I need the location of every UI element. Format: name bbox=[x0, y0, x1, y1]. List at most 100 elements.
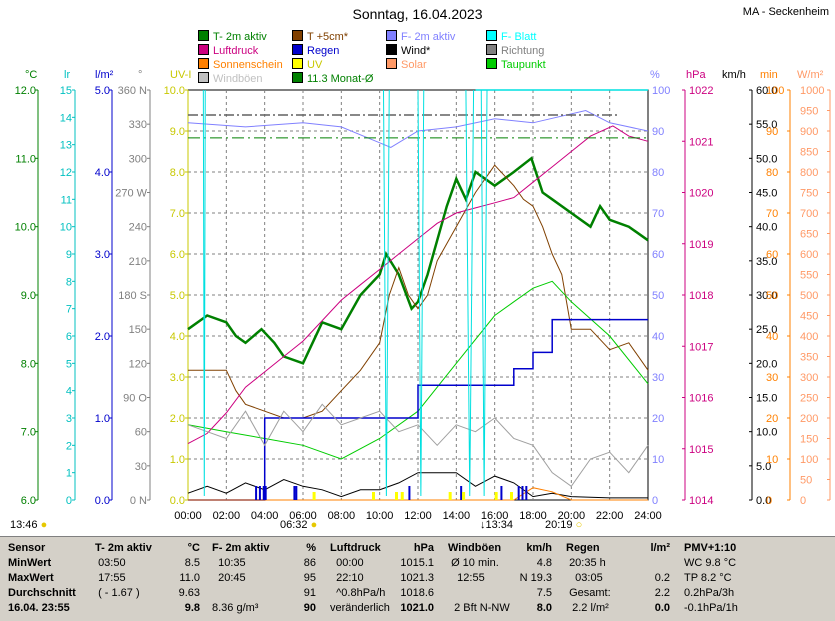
axis-unit-label: ° bbox=[138, 69, 142, 81]
legend-swatch bbox=[486, 44, 497, 55]
series-f-2m-aktiv bbox=[187, 109, 649, 148]
axis-unit-label: % bbox=[650, 69, 660, 81]
wind-axis-tick-label: 60.0 bbox=[756, 85, 777, 97]
x-tick-label: 10:00 bbox=[366, 510, 394, 522]
rain-axis-tick-label: 4.0 bbox=[95, 167, 110, 179]
uv-bar bbox=[510, 492, 513, 500]
x-tick-label: 20:00 bbox=[558, 510, 586, 522]
rain-bar bbox=[258, 486, 261, 500]
pressure-axis-tick-label: 1015 bbox=[689, 444, 713, 456]
sunshine-axis-tick-label: 40 bbox=[766, 331, 778, 343]
humidity-axis-tick-label: 50 bbox=[652, 290, 664, 302]
legend-item: Solar bbox=[386, 58, 427, 71]
solar-axis-tick-label: 550 bbox=[800, 270, 818, 282]
legend-item: 11.3 Monat-Ø bbox=[292, 72, 373, 85]
legend-label: UV bbox=[307, 59, 323, 71]
x-tick-label: 14:00 bbox=[443, 510, 471, 522]
uv-bar bbox=[312, 492, 316, 500]
rain-axis-tick-label: 3.0 bbox=[95, 249, 110, 261]
direction-axis-tick-label: 360 N bbox=[118, 85, 147, 97]
uv-axis-tick-label: 2.0 bbox=[170, 413, 185, 425]
solar-axis-tick-label: 50 bbox=[800, 475, 812, 487]
legend-label: T- 2m aktiv bbox=[213, 31, 267, 43]
lr-axis-tick-label: 10 bbox=[60, 222, 72, 234]
legend-label: T +5cm* bbox=[307, 31, 349, 43]
temp-axis-tick-label: 9.0 bbox=[21, 290, 36, 302]
pressure-axis-tick-label: 1018 bbox=[689, 290, 713, 302]
series-sonnenschein bbox=[188, 487, 648, 501]
wind-axis-tick-label: 40.0 bbox=[756, 222, 777, 234]
leaf-wetness-spike bbox=[383, 89, 390, 497]
rain-bar bbox=[255, 486, 258, 500]
humidity-axis-tick-label: 30 bbox=[652, 372, 664, 384]
solar-axis-tick-label: 1000 bbox=[800, 85, 824, 97]
wind-axis-tick-label: 45.0 bbox=[756, 188, 777, 200]
uv-axis-tick-label: 5.0 bbox=[170, 290, 185, 302]
direction-axis-tick-label: 30 bbox=[135, 461, 147, 473]
solar-axis-tick-label: 850 bbox=[800, 147, 818, 159]
x-tick-label: 18:00 bbox=[519, 510, 547, 522]
rain-bar bbox=[293, 486, 296, 500]
lr-axis-tick-label: 14 bbox=[60, 112, 72, 124]
lr-axis-tick-label: 3 bbox=[66, 413, 72, 425]
x-tick-label: 08:00 bbox=[328, 510, 356, 522]
axis-unit-label: UV-I bbox=[170, 69, 191, 81]
legend-item: Luftdruck bbox=[198, 44, 258, 57]
solar-noon-label: ↓13:34 bbox=[480, 519, 514, 531]
lr-axis-tick-label: 5 bbox=[66, 358, 72, 370]
direction-axis-tick-label: 120 bbox=[129, 358, 147, 370]
solar-axis-tick-label: 100 bbox=[800, 454, 818, 466]
rain-axis-tick-label: 2.0 bbox=[95, 331, 110, 343]
wind-axis-tick-label: 5.0 bbox=[756, 461, 771, 473]
uv-bar bbox=[494, 492, 498, 500]
humidity-axis-tick-label: 40 bbox=[652, 331, 664, 343]
humidity-axis-tick-label: 70 bbox=[652, 208, 664, 220]
leaf-wetness-spike bbox=[202, 89, 206, 497]
direction-axis-tick-label: 150 bbox=[129, 324, 147, 336]
lr-axis-tick-label: 2 bbox=[66, 440, 72, 452]
legend-item: Regen bbox=[292, 44, 339, 57]
solar-axis-tick-label: 200 bbox=[800, 413, 818, 425]
legend-swatch bbox=[198, 30, 209, 41]
pmv-column: PMV+1:10 WC 9.8 °C TP 8.2 °C 0.2hPa/3h -… bbox=[684, 542, 738, 614]
sunshine-axis-tick-label: 60 bbox=[766, 249, 778, 261]
wind-axis-tick-label: 50.0 bbox=[756, 153, 777, 165]
temp-axis-tick-label: 11.0 bbox=[15, 153, 36, 165]
uv-axis-tick-label: 9.0 bbox=[170, 126, 185, 138]
sunshine-axis-tick-label: 90 bbox=[766, 126, 778, 138]
legend-item: Sonnenschein bbox=[198, 58, 283, 71]
x-tick-label: 24:00 bbox=[634, 510, 662, 522]
direction-axis-tick-label: 180 S bbox=[118, 290, 147, 302]
wind-axis-tick-label: 30.0 bbox=[756, 290, 777, 302]
sunrise-label: 06:32 ● bbox=[280, 519, 318, 531]
chart-title: Sonntag, 16.04.2023 bbox=[352, 6, 483, 22]
sunshine-axis-tick-label: 50 bbox=[766, 290, 778, 302]
series-taupunkt bbox=[187, 280, 649, 460]
sunshine-axis-tick-label: 30 bbox=[766, 372, 778, 384]
rain-bar bbox=[408, 486, 411, 500]
legend-label: F- 2m aktiv bbox=[401, 31, 456, 43]
sunshine-axis-tick-label: 0 bbox=[766, 495, 772, 507]
rain-bar bbox=[460, 486, 463, 500]
pressure-axis-tick-label: 1016 bbox=[689, 393, 713, 405]
humidity-column: F- 2m aktiv% 10:35 86 20:45 95 91 8.36 g/m… bbox=[212, 542, 316, 614]
pressure-axis-tick-label: 1020 bbox=[689, 188, 713, 200]
legend-item: Richtung bbox=[486, 44, 544, 57]
axis-unit-label: min bbox=[760, 69, 778, 81]
lr-axis-tick-label: 0 bbox=[66, 495, 72, 507]
uv-axis-tick-label: 10.0 bbox=[164, 85, 185, 97]
lr-axis-tick-label: 13 bbox=[60, 140, 72, 152]
x-tick-label: 02:00 bbox=[213, 510, 241, 522]
lr-axis-tick-label: 6 bbox=[66, 331, 72, 343]
wind-axis-tick-label: 35.0 bbox=[756, 256, 777, 268]
rain-bar bbox=[521, 486, 524, 500]
pressure-axis-tick-label: 1014 bbox=[689, 495, 713, 507]
legend-label: Windböen bbox=[213, 73, 263, 85]
legend-label: Wind* bbox=[401, 45, 431, 57]
direction-axis-tick-label: 210 bbox=[129, 256, 147, 268]
sunshine-axis-tick-label: 100 bbox=[766, 85, 784, 97]
sunset-label: 20:19 ○ bbox=[545, 519, 583, 531]
uv-bar bbox=[462, 492, 466, 500]
leaf-wetness-spike bbox=[417, 89, 425, 497]
rain-column: Regen l/m² 20:35 h 03:05 0.2 Gesamt: 2.2 2.… bbox=[566, 542, 670, 614]
